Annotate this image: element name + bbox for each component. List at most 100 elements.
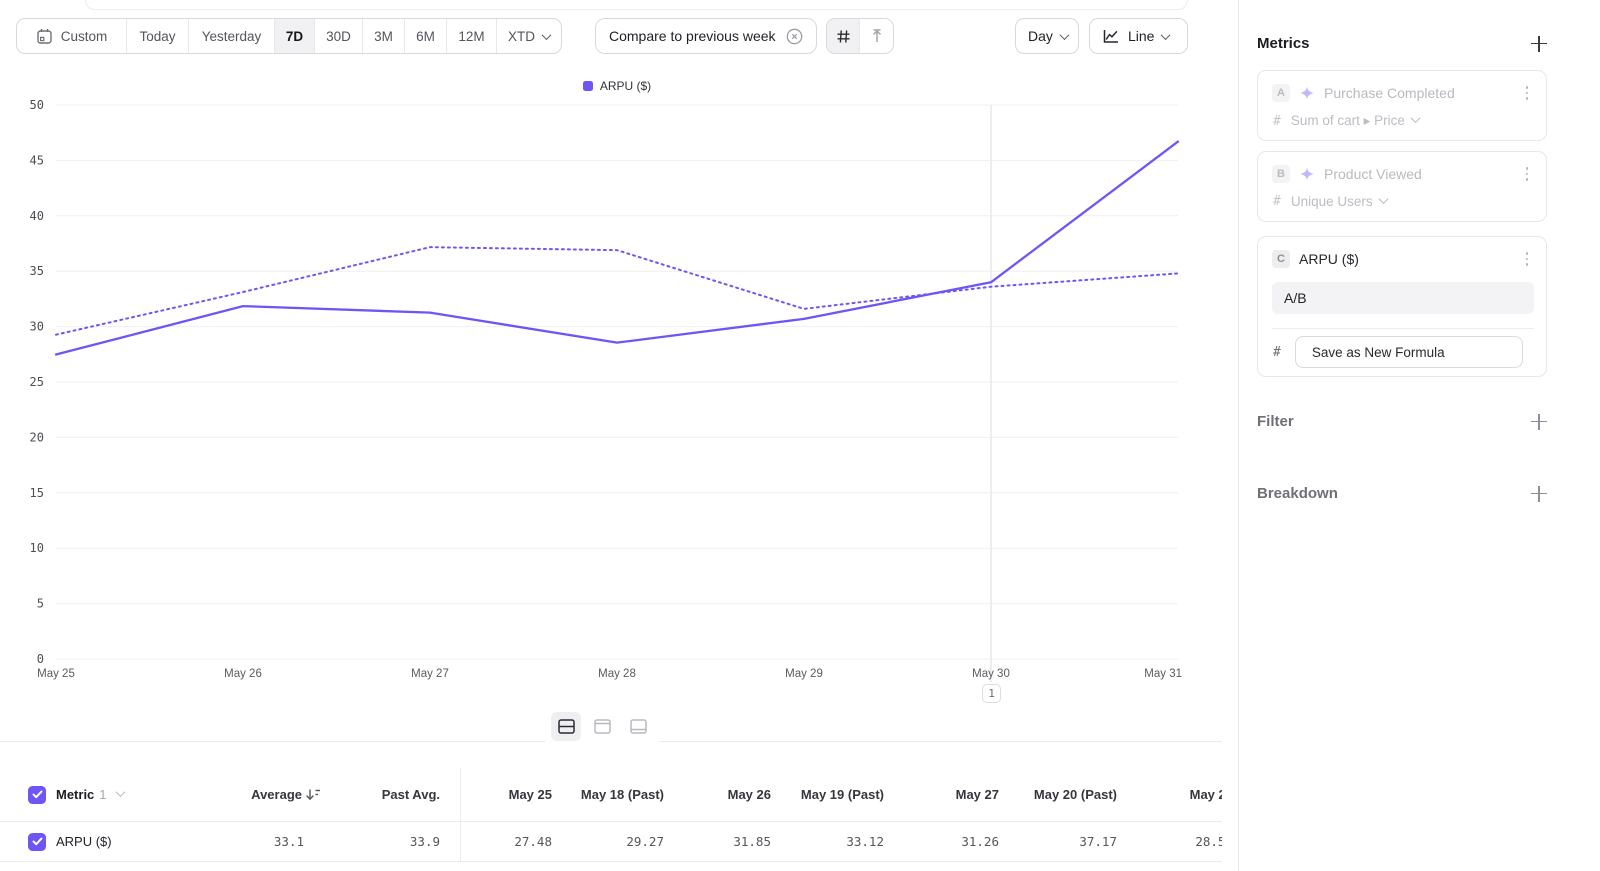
metric-letter-badge: A	[1272, 84, 1290, 102]
x-axis-tick-label: May 25	[37, 668, 75, 680]
date-range-xtd[interactable]: XTD	[497, 19, 561, 53]
date-range-30d[interactable]: 30D	[315, 19, 363, 53]
y-axis-tick-label: 20	[30, 430, 44, 444]
column-header[interactable]: May 28	[1189, 787, 1222, 802]
aggregation-selector[interactable]: Unique Users	[1291, 193, 1389, 209]
filter-title: Filter	[1257, 413, 1294, 430]
check-icon	[32, 790, 42, 799]
calendar-icon	[37, 28, 52, 44]
cell-value: 29.27	[626, 834, 664, 849]
sort-icon	[306, 789, 320, 800]
aggregation-selector[interactable]: Sum of cart ▸ Price	[1291, 113, 1421, 129]
table-column-divider	[460, 768, 461, 862]
breakdown-section-header: Breakdown	[1257, 485, 1547, 502]
y-axis-tick-label: 45	[30, 153, 44, 167]
cell-value: 33.12	[846, 834, 884, 849]
chart-overlay-toggle	[826, 18, 894, 54]
annotation-marker[interactable]: 1	[982, 684, 1001, 703]
x-axis-tick-label: May 30	[972, 668, 1010, 680]
column-header[interactable]: May 18 (Past)	[580, 787, 664, 802]
date-range-3m[interactable]: 3M	[363, 19, 405, 53]
date-range-12m[interactable]: 12M	[447, 19, 497, 53]
series-line-previous[interactable]	[55, 246, 1179, 336]
column-header[interactable]: May 20 (Past)	[1033, 787, 1117, 802]
table-only-view-icon	[629, 719, 647, 734]
y-axis-tick-label: 40	[30, 209, 44, 223]
check-icon	[32, 837, 42, 846]
metric-card-c[interactable]: C ARPU ($) A/B # Save as New Formula	[1257, 236, 1547, 377]
date-range-today[interactable]: Today	[127, 19, 189, 53]
gridlines-toggle[interactable]	[827, 19, 860, 53]
x-axis-tick-label: May 28	[598, 668, 636, 680]
date-range-7d[interactable]: 7D	[275, 19, 315, 53]
cell-value: 37.17	[1079, 834, 1117, 849]
add-filter-button[interactable]	[1531, 413, 1547, 430]
metric-name: Purchase Completed	[1324, 85, 1455, 101]
cell-value: 28.55	[1195, 834, 1222, 849]
line-chart: 0 5 10 15 20 25 30 35 40 45 50 May 25 May 26 May 27 Ma…	[30, 98, 1182, 682]
add-breakdown-button[interactable]	[1531, 485, 1547, 502]
chart-type-value: Line	[1128, 28, 1155, 44]
compare-chip[interactable]: Compare to previous week	[595, 18, 817, 54]
layout-table-only-button[interactable]	[623, 712, 653, 741]
metric-menu-button[interactable]	[1520, 85, 1534, 101]
split-view-icon	[557, 719, 575, 734]
save-as-new-formula-button[interactable]: Save as New Formula	[1294, 336, 1523, 368]
x-axis-tick-label: May 29	[785, 668, 823, 680]
table-row: ARPU ($) 33.1 33.9 27.48 29.27 31.85 33.…	[0, 822, 1222, 862]
hash-icon: #	[1273, 113, 1281, 129]
metric-card-a[interactable]: A Purchase Completed # Sum of cart ▸ Pri…	[1257, 70, 1547, 141]
column-header-average[interactable]: Average	[208, 787, 322, 802]
metric-card-b[interactable]: B Product Viewed # Unique Users	[1257, 151, 1547, 222]
cell-value: 31.85	[733, 834, 771, 849]
event-sparkle-icon	[1300, 167, 1314, 181]
granularity-dropdown[interactable]: Day	[1015, 18, 1079, 54]
column-header[interactable]: Past Avg.	[381, 787, 440, 802]
row-checkbox[interactable]	[28, 832, 46, 851]
legend-swatch	[582, 81, 593, 91]
layout-split-button[interactable]	[551, 712, 581, 741]
series-line-current[interactable]	[54, 140, 1180, 356]
metric-menu-button[interactable]	[1520, 166, 1534, 182]
add-metric-button[interactable]	[1531, 35, 1547, 52]
formula-input[interactable]: A/B	[1272, 282, 1534, 314]
granularity-value: Day	[1028, 28, 1053, 44]
hash-icon: #	[1273, 194, 1281, 209]
annotations-toggle[interactable]	[860, 19, 893, 53]
chevron-down-icon	[1378, 193, 1389, 204]
column-header[interactable]: May 25	[508, 787, 552, 802]
y-axis-tick-label: 0	[37, 652, 44, 666]
chart-type-dropdown[interactable]: Line	[1089, 18, 1188, 54]
x-axis-tick-label: May 27	[411, 668, 449, 680]
y-axis-tick-label: 5	[37, 597, 44, 611]
column-header[interactable]: May 19 (Past)	[800, 787, 884, 802]
y-axis-tick-label: 10	[30, 541, 44, 555]
compare-chip-label: Compare to previous week	[609, 28, 776, 44]
cell-past-average: 33.9	[409, 834, 440, 849]
annotation-number: 1	[988, 687, 995, 700]
metric-name: Product Viewed	[1324, 166, 1422, 182]
cell-average: 33.1	[273, 834, 304, 849]
card-divider	[1272, 328, 1534, 329]
layout-toggle-group	[545, 710, 659, 745]
date-range-yesterday[interactable]: Yesterday	[189, 19, 275, 53]
metric-menu-button[interactable]	[1520, 251, 1534, 267]
annotation-flag-icon	[872, 29, 881, 42]
metric-letter-badge: C	[1272, 250, 1290, 268]
select-all-checkbox[interactable]	[28, 785, 46, 804]
date-range-6m[interactable]: 6M	[405, 19, 447, 53]
metric-column-header[interactable]: Metric 1	[56, 787, 107, 802]
chevron-down-icon	[1410, 113, 1421, 124]
grid-icon	[837, 29, 849, 43]
x-axis-tick-label: May 26	[224, 668, 262, 680]
layout-chart-only-button[interactable]	[587, 712, 617, 741]
column-header[interactable]: May 27	[955, 787, 999, 802]
date-range-custom[interactable]: Custom	[17, 19, 127, 53]
column-header[interactable]: May 26	[727, 787, 771, 802]
hash-icon: #	[1273, 344, 1281, 360]
chevron-down-icon	[115, 786, 125, 797]
event-sparkle-icon	[1300, 86, 1314, 100]
metric-letter-badge: B	[1272, 165, 1290, 183]
chart-toolbar: Custom Today Yesterday 7D 30D 3M 6M 12M …	[0, 0, 1222, 72]
remove-compare-icon[interactable]	[786, 28, 803, 45]
